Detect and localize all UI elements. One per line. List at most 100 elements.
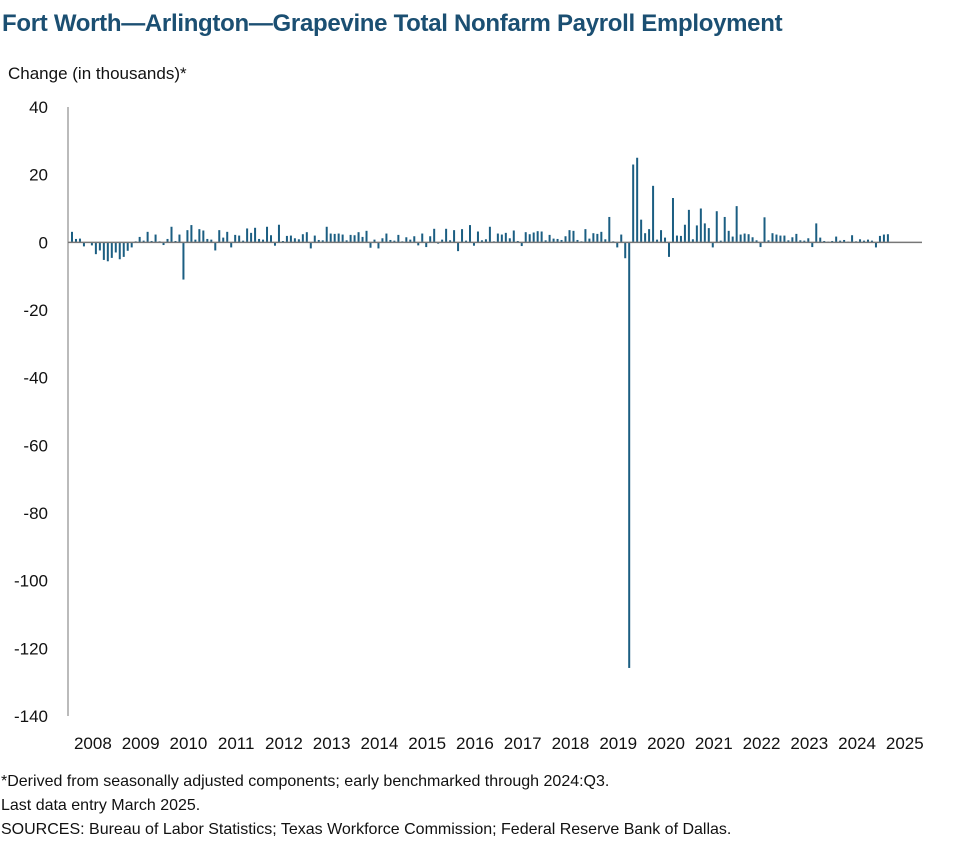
bar: [711, 242, 714, 248]
bar: [71, 231, 73, 243]
bar: [365, 230, 368, 243]
y-tick-label: 0: [39, 233, 48, 252]
bar: [592, 233, 595, 243]
bar: [369, 242, 372, 248]
x-tick-label: 2014: [361, 734, 399, 753]
bar: [767, 240, 770, 243]
y-tick-label: -40: [23, 369, 48, 388]
bar: [162, 242, 165, 246]
bar: [588, 238, 591, 243]
bar: [811, 242, 814, 248]
x-tick-label: 2019: [599, 734, 637, 753]
bar: [596, 233, 599, 243]
bar: [496, 233, 499, 243]
x-tick-labels: 2008 2009 2010 2011 2012 2013 2014 2015 2016 2017…: [74, 734, 924, 753]
bar: [863, 240, 866, 243]
bar: [628, 242, 631, 668]
x-tick-label: 2021: [695, 734, 733, 753]
bar: [683, 224, 686, 243]
bar: [305, 232, 308, 243]
y-tick-label: -100: [14, 572, 48, 591]
bar: [409, 239, 412, 243]
bar: [807, 238, 810, 243]
y-tick-label: -120: [14, 639, 48, 658]
bar: [393, 240, 396, 243]
x-tick-label: 2013: [313, 734, 351, 753]
y-tick-label: -60: [23, 436, 48, 455]
bar: [819, 237, 822, 243]
bar: [142, 240, 145, 243]
bar-series: [71, 157, 889, 668]
bar: [512, 230, 515, 243]
bar: [867, 239, 869, 243]
bar: [130, 242, 133, 248]
bar: [671, 198, 674, 243]
footnote-sources: SOURCES: Bureau of Labor Statistics; Tex…: [1, 821, 732, 838]
bar: [564, 236, 567, 243]
bar: [206, 238, 209, 243]
bar: [361, 236, 364, 243]
bar: [106, 242, 109, 262]
bar: [604, 239, 607, 243]
bar: [277, 224, 280, 243]
bar: [182, 242, 185, 280]
bar: [405, 237, 408, 243]
bar: [687, 209, 690, 243]
bar: [636, 157, 639, 243]
bar: [266, 226, 269, 243]
bar: [90, 242, 93, 246]
bar: [668, 242, 670, 257]
bar: [377, 242, 380, 249]
bar: [198, 229, 201, 243]
bar: [859, 239, 862, 243]
bar: [417, 242, 420, 246]
bar: [572, 230, 575, 243]
x-tick-label: 2018: [552, 734, 590, 753]
bar: [731, 236, 734, 243]
x-tick-label: 2011: [218, 734, 255, 753]
bar: [285, 235, 288, 243]
bar: [381, 238, 384, 243]
bar: [536, 231, 539, 243]
bar: [624, 242, 627, 259]
bar: [126, 242, 129, 251]
bar: [138, 236, 141, 243]
bar: [337, 233, 340, 243]
bar: [94, 242, 97, 255]
chart-title: Fort Worth—Arlington—Grapevine Total Non…: [2, 10, 783, 37]
bar: [699, 208, 702, 243]
y-tick-label: -20: [23, 301, 48, 320]
bar: [293, 238, 296, 243]
bar: [258, 238, 261, 243]
bar: [763, 217, 766, 243]
bar: [234, 234, 237, 243]
bar: [441, 239, 444, 243]
bar: [214, 242, 217, 251]
bar: [289, 235, 292, 243]
bar: [532, 232, 535, 243]
bar: [333, 233, 336, 243]
x-tick-label: 2008: [74, 734, 112, 753]
x-tick-label: 2015: [408, 734, 446, 753]
bar: [226, 231, 229, 243]
bar: [616, 242, 619, 248]
bar: [385, 233, 388, 243]
bar: [787, 240, 790, 243]
bar: [242, 240, 245, 243]
bar: [620, 234, 623, 243]
bar: [469, 225, 471, 243]
bar: [839, 240, 842, 243]
bar: [480, 240, 483, 243]
bar: [815, 223, 818, 243]
bar: [775, 234, 778, 243]
bar: [878, 235, 881, 243]
bar: [652, 185, 655, 243]
bar: [457, 242, 460, 252]
bar: [461, 229, 464, 243]
bar: [743, 233, 746, 243]
bar: [675, 235, 678, 243]
x-tick-label: 2020: [647, 734, 685, 753]
bar: [560, 239, 563, 243]
bar: [472, 242, 475, 246]
bar: [656, 239, 659, 243]
